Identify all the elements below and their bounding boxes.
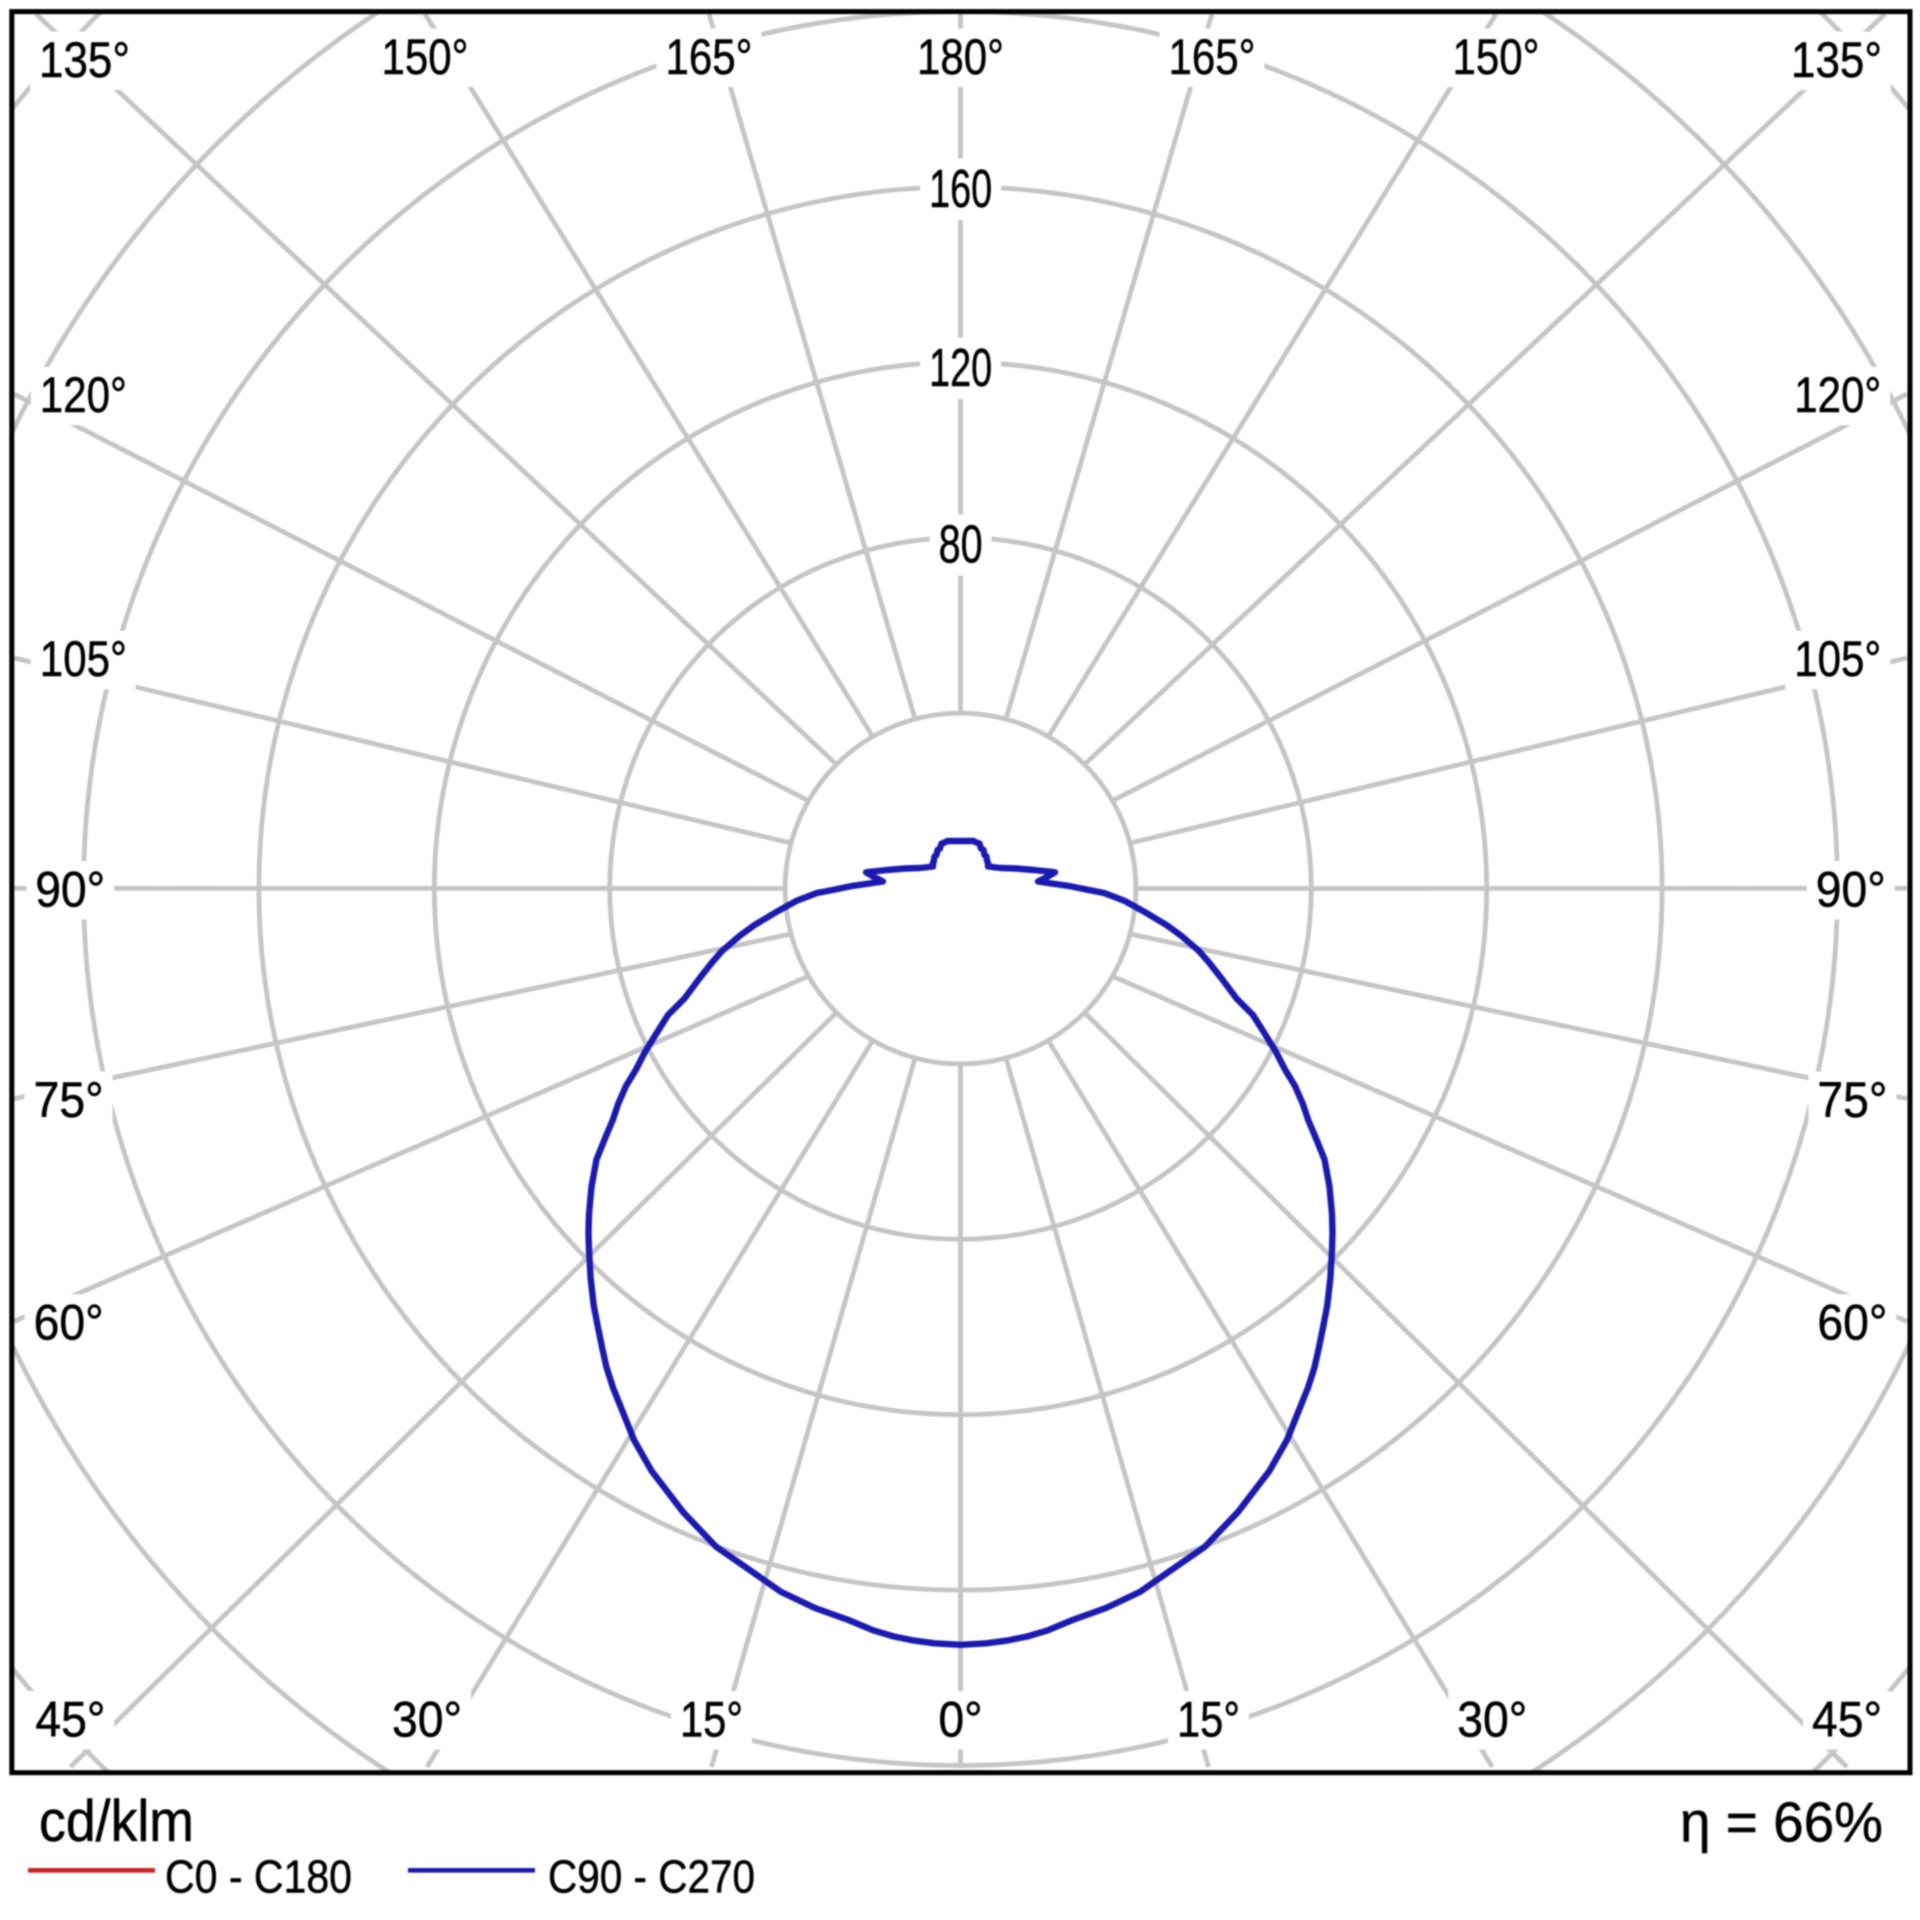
svg-text:30°: 30° [1457,1692,1527,1748]
svg-text:90°: 90° [35,862,105,918]
svg-text:0°: 0° [939,1692,983,1748]
svg-text:C0 - C180: C0 - C180 [165,1851,352,1903]
svg-text:165°: 165° [666,29,753,85]
svg-text:30°: 30° [392,1692,462,1748]
svg-text:165°: 165° [1169,29,1256,85]
svg-text:η = 66%: η = 66% [1680,1791,1883,1855]
svg-text:80: 80 [939,515,983,575]
svg-text:45°: 45° [1812,1692,1882,1748]
svg-text:cd/klm: cd/klm [39,1789,194,1854]
svg-text:150°: 150° [1453,29,1540,85]
svg-text:75°: 75° [1817,1072,1887,1128]
svg-text:C90 - C270: C90 - C270 [548,1851,755,1903]
svg-text:15°: 15° [1177,1692,1240,1748]
svg-text:15°: 15° [680,1692,743,1748]
svg-text:105°: 105° [1794,631,1881,687]
svg-text:135°: 135° [39,32,130,88]
svg-text:180°: 180° [917,29,1004,85]
svg-text:105°: 105° [40,631,127,687]
svg-text:120: 120 [929,338,992,398]
svg-text:60°: 60° [1817,1295,1887,1351]
svg-text:90°: 90° [1816,862,1886,918]
svg-text:45°: 45° [35,1692,105,1748]
svg-text:60°: 60° [34,1295,104,1351]
svg-text:160: 160 [929,159,992,219]
svg-text:120°: 120° [40,367,127,423]
svg-text:150°: 150° [382,29,469,85]
svg-text:135°: 135° [1791,32,1882,88]
svg-text:120°: 120° [1794,367,1881,423]
svg-text:75°: 75° [34,1072,104,1128]
